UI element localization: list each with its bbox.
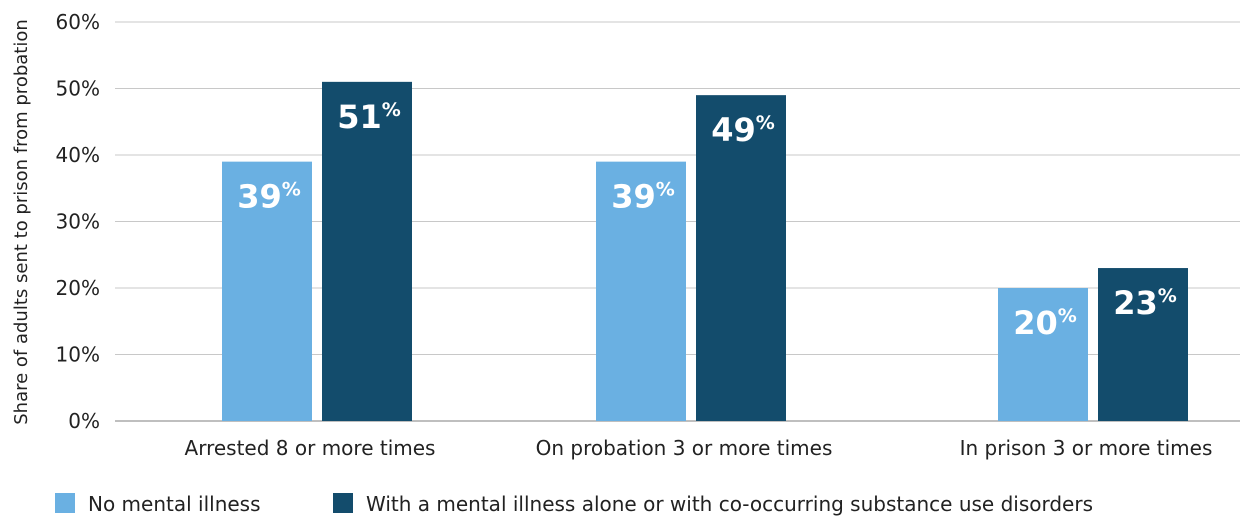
y-axis-label: Share of adults sent to prison from prob… [11, 19, 32, 425]
legend-swatch [55, 493, 75, 513]
y-axis-ticks: 0% 10% 20% 30% 40% 50% 60% [56, 10, 100, 433]
legend-label: No mental illness [88, 492, 261, 516]
category-labels: Arrested 8 or more times On probation 3 o… [185, 436, 1213, 460]
y-tick-label: 0% [68, 409, 100, 433]
bar [596, 161, 686, 421]
data-label: 51% [337, 98, 401, 136]
y-tick-label: 20% [56, 276, 100, 300]
x-category-label: On probation 3 or more times [536, 436, 833, 460]
bar [222, 161, 312, 421]
x-category-label: In prison 3 or more times [960, 436, 1213, 460]
y-tick-label: 50% [56, 77, 100, 101]
data-label: 23% [1113, 284, 1177, 322]
data-label: 39% [611, 178, 675, 216]
bar [998, 288, 1088, 421]
y-tick-label: 40% [56, 143, 100, 167]
y-tick-label: 10% [56, 343, 100, 367]
x-category-label: Arrested 8 or more times [185, 436, 436, 460]
data-label: 20% [1013, 304, 1077, 342]
data-label: 49% [711, 111, 775, 149]
bar [1098, 268, 1188, 421]
legend-item: With a mental illness alone or with co-o… [333, 492, 1093, 516]
bars: 39% 51% 39% 49% 20% 23% [222, 81, 1188, 422]
bar [696, 95, 786, 422]
legend-swatch [333, 493, 353, 513]
legend: No mental illness With a mental illness a… [55, 492, 1093, 516]
data-label: 39% [237, 178, 301, 216]
legend-item: No mental illness [55, 492, 261, 516]
legend-label: With a mental illness alone or with co-o… [366, 492, 1093, 516]
y-tick-label: 60% [56, 10, 100, 34]
y-tick-label: 30% [56, 210, 100, 234]
bar [322, 81, 412, 421]
